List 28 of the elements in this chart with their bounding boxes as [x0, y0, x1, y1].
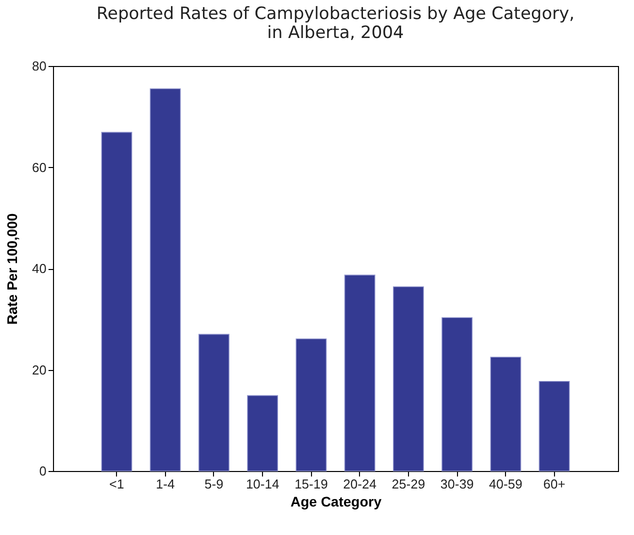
x-tick-label: 1-4: [156, 476, 175, 492]
bar: [442, 317, 473, 472]
bar: [538, 380, 570, 472]
x-axis-title: Age Category: [290, 494, 382, 510]
bar: [490, 356, 522, 472]
y-tick-label: 0: [39, 464, 46, 478]
x-tick-label: 25-29: [392, 476, 426, 492]
bar: [198, 334, 230, 472]
chart-title: Reported Rates of Campylobacteriosis by Age Category, in Alberta, 2004: [96, 4, 575, 43]
x-tick-label: 60+: [543, 476, 566, 492]
x-tick-label: 15-19: [294, 476, 328, 492]
x-tick-label: 10-14: [246, 476, 280, 492]
y-tick-label: 80: [32, 58, 46, 74]
y-tick-label: 60: [32, 160, 46, 175]
x-tick-label: 5-9: [204, 476, 224, 492]
x-tick-label: 20-24: [343, 476, 376, 492]
x-tick-label: 40-59: [489, 476, 522, 492]
y-axis-title: Rate Per 100,000: [4, 213, 20, 325]
x-tick-label: <1: [109, 476, 124, 492]
y-tick-label: 20: [32, 362, 46, 378]
bar: [392, 286, 424, 472]
x-tick-label: 30-39: [440, 476, 474, 492]
bar: [344, 274, 376, 472]
bar: [296, 338, 327, 472]
y-tick-label: 40: [32, 261, 46, 276]
bar: [150, 88, 181, 472]
bar: [247, 395, 278, 472]
bar: [101, 132, 132, 472]
